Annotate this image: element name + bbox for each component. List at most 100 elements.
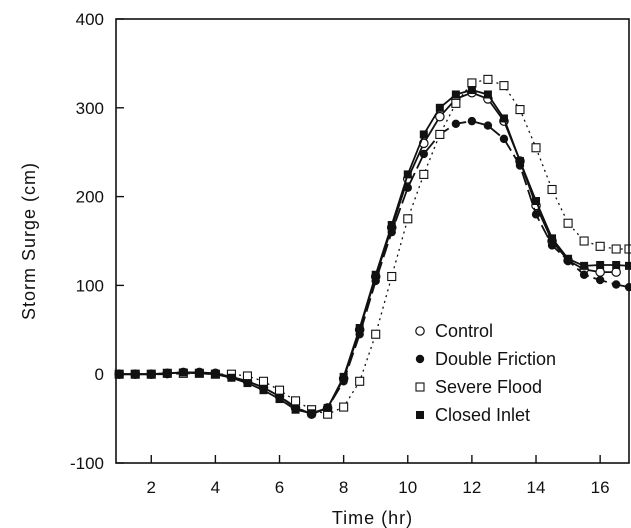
y-axis-title: Storm Surge (cm) xyxy=(19,162,39,320)
data-point-closed-inlet xyxy=(596,260,605,269)
data-point-closed-inlet xyxy=(387,221,396,230)
data-point-severe-flood xyxy=(387,271,397,282)
legend: Control Double Friction Severe Flood Closed… xyxy=(415,321,556,425)
legend-marker-closed-inlet xyxy=(416,411,424,419)
data-point-severe-flood xyxy=(579,236,589,246)
data-point-closed-inlet xyxy=(612,260,621,269)
data-point-closed-inlet xyxy=(467,86,476,95)
data-point-severe-flood xyxy=(515,105,525,115)
data-point-severe-flood xyxy=(258,376,269,386)
data-point-closed-inlet xyxy=(403,170,412,179)
data-point-closed-inlet xyxy=(291,405,300,414)
data-point-severe-flood xyxy=(499,81,509,91)
data-point-severe-flood xyxy=(483,74,493,84)
axis-ticks: -100 0 100 200 300 400 2 4 6 8 10 12 14 16 xyxy=(70,10,610,497)
data-point-double-friction xyxy=(547,241,557,250)
x-tick-label: 6 xyxy=(275,478,284,497)
data-point-severe-flood xyxy=(611,244,621,254)
data-point-severe-flood xyxy=(355,376,365,386)
data-point-double-friction xyxy=(451,119,461,128)
x-tick-label: 2 xyxy=(147,478,156,497)
plot-area-frame xyxy=(115,18,630,464)
x-tick-label: 16 xyxy=(591,478,610,497)
legend-label-severe-flood: Severe Flood xyxy=(435,377,542,397)
x-tick-label: 8 xyxy=(339,478,348,497)
data-point-closed-inlet xyxy=(163,369,172,378)
data-point-closed-inlet xyxy=(195,369,204,378)
data-point-severe-flood xyxy=(290,396,301,406)
data-point-closed-inlet xyxy=(275,395,284,404)
data-point-severe-flood xyxy=(531,143,541,153)
y-tick-label: -100 xyxy=(70,454,104,473)
legend-marker-double-friction xyxy=(415,354,425,364)
data-point-closed-inlet xyxy=(179,368,188,377)
series-layer xyxy=(114,74,631,419)
data-point-severe-flood xyxy=(403,214,413,224)
data-point-closed-inlet xyxy=(515,157,524,166)
data-point-severe-flood xyxy=(563,218,573,228)
y-tick-label: 200 xyxy=(76,188,104,207)
data-point-severe-flood xyxy=(547,184,557,195)
data-point-severe-flood xyxy=(595,241,605,251)
y-tick-label: 100 xyxy=(76,276,104,295)
y-tick-label: 0 xyxy=(95,365,104,384)
data-point-closed-inlet xyxy=(564,254,573,263)
y-tick-label: 400 xyxy=(76,10,104,29)
data-point-closed-inlet xyxy=(355,324,364,333)
data-point-closed-inlet xyxy=(323,403,332,412)
x-tick-label: 14 xyxy=(527,478,546,497)
data-point-closed-inlet xyxy=(532,197,541,206)
data-point-severe-flood xyxy=(467,78,477,88)
data-point-double-friction xyxy=(483,121,493,130)
x-tick-label: 4 xyxy=(211,478,220,497)
legend-label-closed-inlet: Closed Inlet xyxy=(435,405,530,425)
data-point-severe-flood xyxy=(242,371,253,381)
data-point-closed-inlet xyxy=(435,103,444,112)
data-point-closed-inlet xyxy=(211,370,220,379)
data-point-closed-inlet xyxy=(259,386,268,395)
data-point-closed-inlet xyxy=(548,234,557,243)
data-point-control xyxy=(595,267,605,277)
y-tick-label: 300 xyxy=(76,99,104,118)
legend-marker-control xyxy=(415,326,425,336)
data-point-closed-inlet xyxy=(147,370,156,379)
data-point-closed-inlet xyxy=(227,373,236,382)
data-point-closed-inlet xyxy=(131,370,140,379)
data-point-double-friction xyxy=(467,116,477,126)
data-point-severe-flood xyxy=(371,329,381,339)
data-point-closed-inlet xyxy=(243,379,252,388)
data-point-closed-inlet xyxy=(307,409,316,418)
data-point-severe-flood xyxy=(451,98,461,108)
data-point-control xyxy=(611,267,621,277)
x-axis-title: Time (hr) xyxy=(332,508,413,528)
data-point-double-friction xyxy=(531,210,541,219)
data-point-closed-inlet xyxy=(419,130,428,139)
data-point-double-friction xyxy=(595,275,605,285)
data-point-double-friction xyxy=(611,280,621,289)
series-closed-inlet xyxy=(115,86,631,418)
data-point-closed-inlet xyxy=(371,270,380,279)
legend-label-double-friction: Double Friction xyxy=(435,349,556,369)
data-point-severe-flood xyxy=(274,385,285,395)
data-point-closed-inlet xyxy=(499,114,508,123)
data-point-double-friction xyxy=(403,183,412,192)
x-tick-label: 10 xyxy=(398,478,417,497)
data-point-closed-inlet xyxy=(483,90,492,99)
data-point-control xyxy=(435,111,445,122)
legend-label-control: Control xyxy=(435,321,493,341)
x-tick-label: 12 xyxy=(462,478,481,497)
data-point-double-friction xyxy=(419,149,428,159)
data-point-closed-inlet xyxy=(625,261,631,270)
data-point-double-friction xyxy=(499,134,509,144)
data-point-closed-inlet xyxy=(580,261,589,270)
data-point-closed-inlet xyxy=(451,90,460,99)
data-point-severe-flood xyxy=(419,169,429,179)
data-point-double-friction xyxy=(579,270,589,279)
data-point-severe-flood xyxy=(339,402,349,412)
data-point-double-friction xyxy=(624,282,631,292)
legend-marker-severe-flood xyxy=(415,382,425,392)
data-point-severe-flood xyxy=(624,244,631,254)
data-point-closed-inlet xyxy=(339,372,348,381)
data-point-severe-flood xyxy=(435,129,445,139)
